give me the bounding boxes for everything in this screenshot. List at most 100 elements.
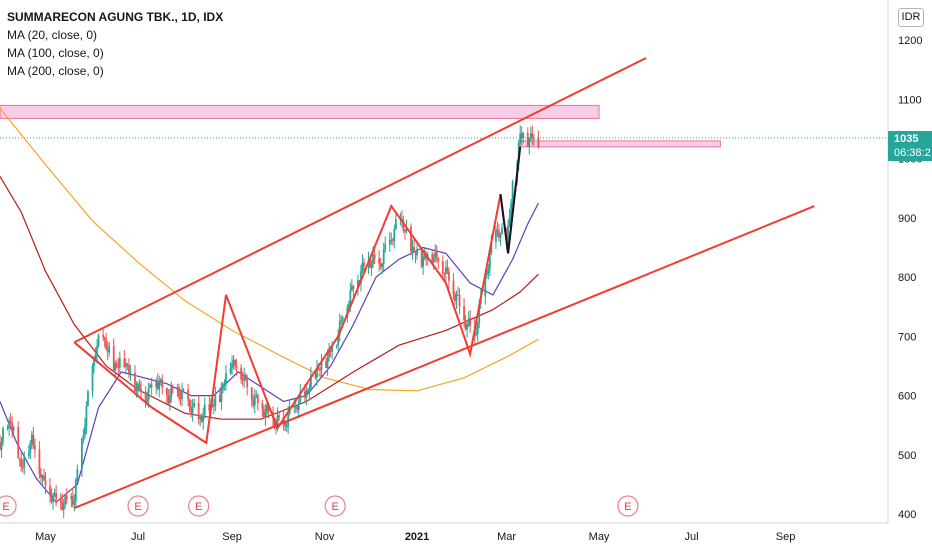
candle-body [94, 355, 97, 360]
candle-body [266, 405, 268, 413]
candle-body [373, 254, 376, 259]
x-tick-label: Sep [222, 531, 242, 543]
candle-body [252, 400, 255, 406]
earnings-marker: E [324, 495, 346, 517]
candle-body [519, 133, 522, 144]
earnings-marker: E [127, 495, 149, 517]
candle-body [297, 402, 300, 410]
candle-body [241, 379, 244, 381]
candle-body [455, 294, 458, 301]
candle-body [202, 415, 205, 422]
candle-body [411, 246, 414, 252]
candle-body [446, 267, 449, 272]
candle-body [314, 374, 317, 378]
candle-body [40, 473, 42, 478]
candle-body [357, 280, 359, 289]
candle-body [435, 252, 438, 259]
candle-body [529, 133, 532, 139]
candle-body [129, 372, 132, 374]
candle-body [168, 397, 171, 404]
y-tick-label: 1100 [898, 94, 922, 106]
candle-body [65, 495, 68, 500]
currency-badge[interactable]: IDR [898, 8, 924, 27]
channel-lower-line [73, 205, 815, 510]
candle-body [150, 384, 153, 388]
candle-body [510, 203, 512, 217]
earnings-marker-circle [127, 495, 149, 517]
candle-body [388, 239, 391, 245]
candle-body [187, 389, 189, 400]
candle-body [30, 434, 33, 443]
candle-body [476, 323, 479, 335]
candle-body [306, 390, 309, 393]
candle-body [96, 346, 98, 356]
candle-body [499, 234, 502, 238]
candle-body [414, 251, 417, 256]
candle-body [229, 368, 232, 373]
candle-body [49, 485, 51, 496]
candle-body [316, 368, 318, 378]
candle-body [11, 423, 14, 431]
candle-body [0, 442, 1, 450]
candle-body [303, 391, 306, 398]
candle-body [212, 405, 215, 407]
candle-body [350, 285, 353, 291]
candle-body [507, 225, 509, 245]
candle-body [112, 346, 115, 371]
candle-body [390, 239, 393, 241]
resistance-zone [0, 104, 600, 119]
ma20-legend: MA (20, close, 0) [7, 28, 98, 42]
candle-body [328, 350, 331, 358]
candle-body [310, 374, 312, 388]
candle-body [294, 406, 297, 408]
candle-body [82, 434, 85, 439]
candle-body [105, 339, 108, 350]
x-tick-label: Sep [776, 531, 796, 543]
candle-body [53, 493, 56, 495]
x-tick-label: May [589, 531, 610, 543]
candle-body [137, 383, 139, 389]
candle-body [384, 244, 387, 250]
candle-body [267, 405, 270, 412]
candle-body [434, 252, 437, 258]
candle-body [370, 263, 373, 269]
candle-body [508, 216, 511, 226]
candle-body [537, 137, 540, 147]
candle-body [18, 458, 21, 460]
candle-body [158, 382, 161, 390]
earnings-marker-circle [617, 495, 639, 517]
candle-body [117, 365, 120, 368]
candle-body [33, 445, 36, 450]
candle-body [458, 294, 461, 307]
earnings-marker-circle [188, 495, 210, 517]
candle-body [219, 394, 221, 402]
x-tick-label: Jul [131, 531, 145, 543]
candle-body [496, 229, 499, 231]
candle-body [52, 494, 54, 502]
candle-body [114, 363, 117, 371]
candle-body [38, 449, 41, 474]
candle-body [448, 271, 450, 281]
candle-body [285, 426, 288, 428]
candle-body [378, 258, 381, 264]
candle-body [244, 374, 247, 380]
candle-body [319, 368, 321, 371]
candle-body [140, 389, 142, 393]
last-price-value: 1035 [894, 133, 919, 145]
candle-body [203, 404, 206, 416]
candle-body [74, 479, 77, 502]
candle-body [372, 254, 374, 264]
candle-body [124, 363, 127, 368]
candle-body [225, 372, 227, 384]
candle-body [466, 324, 469, 330]
candle-body [223, 383, 226, 385]
candle-body [214, 394, 217, 406]
earnings-marker: E [0, 495, 17, 517]
candle-body [284, 422, 287, 427]
candle-body [20, 458, 23, 468]
symbol-title: SUMMARECON AGUNG TBK., 1D, IDX [7, 10, 224, 24]
candle-body [93, 359, 95, 367]
candle-body [128, 365, 130, 374]
candle-body [103, 337, 106, 340]
